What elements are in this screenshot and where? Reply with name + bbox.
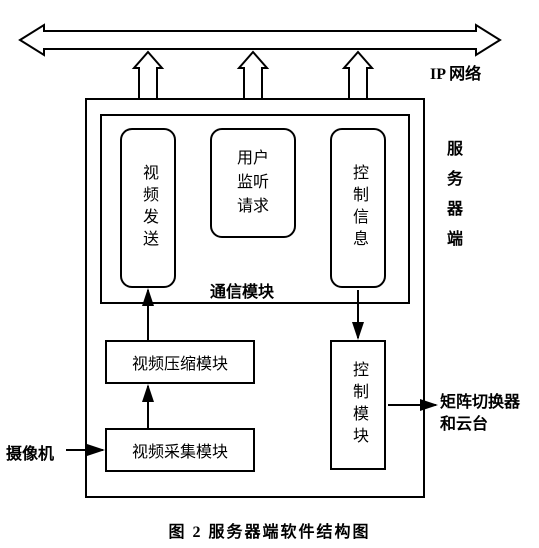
diagram-canvas: 视频发送 用户监听请求 控制信息 视频压缩模块 视频采集模块 控制模块 通信模块… xyxy=(0,0,539,548)
figure-caption: 图 2 服务器端软件结构图 xyxy=(0,518,539,542)
arrow-compress-to-send xyxy=(0,0,539,548)
